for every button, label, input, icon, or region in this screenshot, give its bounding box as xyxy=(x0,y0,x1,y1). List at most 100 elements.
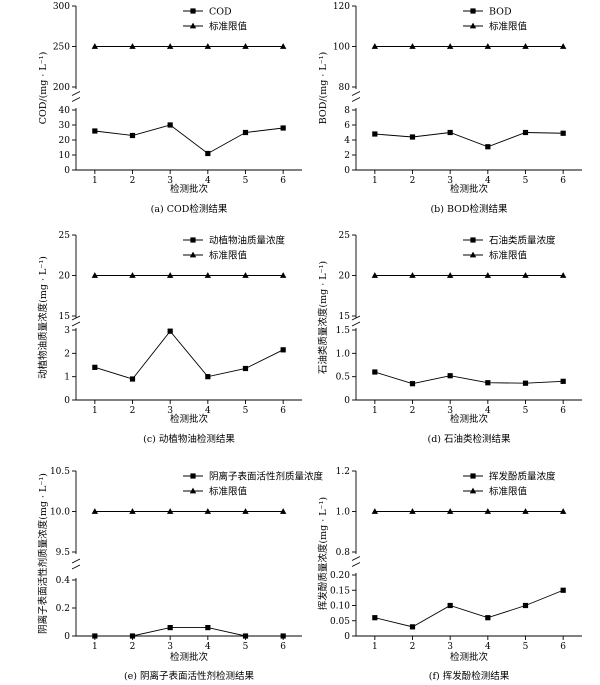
series-line xyxy=(94,330,284,380)
x-tick-label: 5 xyxy=(243,406,249,416)
y-tick-label: 0.05 xyxy=(330,617,350,627)
x-tick-label: 2 xyxy=(410,642,416,652)
data-point xyxy=(129,272,136,278)
data-point xyxy=(446,272,454,278)
data-point xyxy=(280,125,286,131)
data-point xyxy=(484,272,492,278)
data-point xyxy=(484,508,492,514)
data-point xyxy=(559,508,567,514)
panel-caption: (d) 石油类检测结果 xyxy=(427,433,511,445)
chart-panel: 0.8 1.0 1.2 0 0.05 0.10 0.15 0.20 1 2 3 4 5 6 检测批次 挥发酚质… xyxy=(317,467,582,682)
x-tick-label: 3 xyxy=(447,642,453,652)
axis-break-mark xyxy=(71,91,81,96)
x-tick-label: 3 xyxy=(167,406,173,416)
legend-marker xyxy=(469,251,477,258)
y-tick-label: 30 xyxy=(59,121,71,131)
data-point xyxy=(560,378,566,384)
data-point xyxy=(205,625,211,631)
data-point xyxy=(204,508,212,514)
legend-marker xyxy=(190,8,196,14)
axis-break-mark xyxy=(71,558,81,564)
panel-caption: (e) 阴离子表面活性剂检测结果 xyxy=(124,670,255,682)
data-point xyxy=(204,272,212,278)
y-tick-label: 0.4 xyxy=(56,576,71,586)
data-point xyxy=(409,134,416,140)
x-axis-title: 检测批次 xyxy=(170,183,209,195)
x-tick-label: 3 xyxy=(167,642,173,652)
x-tick-label: 2 xyxy=(410,406,416,416)
y-tick-label: 80 xyxy=(339,83,351,93)
data-point xyxy=(129,43,136,49)
data-point xyxy=(446,508,454,514)
y-axis-title: COD/(mg · L⁻¹) xyxy=(38,52,49,125)
legend-marker xyxy=(189,22,197,29)
data-point xyxy=(167,625,173,631)
y-tick-label: 20 xyxy=(59,136,71,146)
data-point xyxy=(242,365,249,372)
panel-caption: (b) BOD检测结果 xyxy=(430,203,508,215)
x-axis-title: 检测批次 xyxy=(170,651,209,663)
data-point xyxy=(371,272,379,278)
data-point xyxy=(205,374,211,380)
data-point xyxy=(409,272,416,278)
x-axis-title: 检测批次 xyxy=(450,183,489,195)
data-point xyxy=(129,633,136,639)
data-point xyxy=(242,272,249,278)
y-tick-label: 0.15 xyxy=(330,586,350,596)
series-line xyxy=(94,124,284,155)
x-tick-label: 5 xyxy=(243,642,249,652)
axis-break-mark xyxy=(71,321,81,327)
data-point xyxy=(167,328,173,334)
data-point xyxy=(522,272,529,278)
data-point xyxy=(409,43,416,49)
x-axis-title: 检测批次 xyxy=(170,413,209,425)
y-tick-label: 1 xyxy=(64,373,70,383)
y-tick-label: 0 xyxy=(344,396,350,406)
data-point xyxy=(280,347,286,353)
x-tick-label: 4 xyxy=(205,406,211,416)
y-tick-label: 20 xyxy=(339,272,351,282)
axis-break-mark xyxy=(351,97,361,102)
data-point xyxy=(204,43,212,49)
x-tick-label: 1 xyxy=(92,406,98,416)
panel-caption: (f) 挥发酚检测结果 xyxy=(429,670,510,682)
x-tick-label: 3 xyxy=(447,176,453,186)
y-tick-label: 3 xyxy=(64,326,70,336)
data-point xyxy=(242,508,249,514)
chart-panel: 15 20 25 0 0.5 1.0 1.5 1 2 3 4 5 6 检测批次 石油类质量浓度(mg · L… xyxy=(317,231,582,445)
axis-break-mark xyxy=(351,562,361,567)
data-point xyxy=(205,150,211,157)
y-tick-label: 2 xyxy=(64,349,70,359)
x-tick-label: 6 xyxy=(560,176,566,186)
data-point xyxy=(371,43,379,49)
y-tick-label: 0.20 xyxy=(330,571,350,581)
legend-marker xyxy=(189,251,197,258)
data-point xyxy=(92,633,98,639)
legend-label: 石油类质量浓度 xyxy=(489,235,556,247)
y-tick-label: 0 xyxy=(64,396,70,406)
data-point xyxy=(485,380,491,386)
x-tick-label: 3 xyxy=(447,406,453,416)
y-tick-label: 1.2 xyxy=(336,467,350,477)
x-tick-label: 1 xyxy=(372,406,378,416)
x-tick-label: 6 xyxy=(280,642,286,652)
axis-break-mark xyxy=(71,564,81,570)
y-tick-label: 6 xyxy=(344,121,350,131)
y-tick-label: 250 xyxy=(53,43,70,53)
y-tick-label: 0.8 xyxy=(336,548,351,558)
series-line xyxy=(374,371,564,385)
data-point xyxy=(280,633,286,639)
x-tick-label: 3 xyxy=(167,176,173,186)
y-tick-label: 0 xyxy=(344,632,350,642)
data-point xyxy=(559,272,567,278)
y-tick-label: 10 xyxy=(59,151,71,161)
data-point xyxy=(242,43,249,49)
data-point xyxy=(522,43,529,49)
legend-label: 标准限值 xyxy=(209,486,248,498)
x-tick-label: 4 xyxy=(205,176,211,186)
y-tick-label: 15 xyxy=(339,312,351,322)
legend-marker xyxy=(470,237,476,243)
legend-marker xyxy=(190,473,196,479)
data-point xyxy=(372,369,378,375)
